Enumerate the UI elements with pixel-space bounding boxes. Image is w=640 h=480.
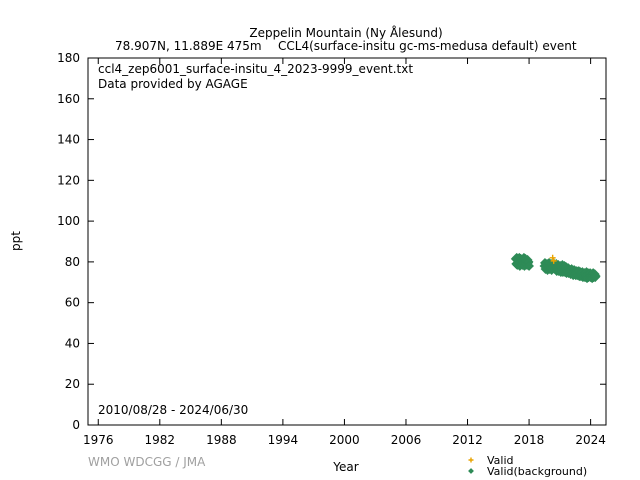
legend-label-background: Valid(background) bbox=[487, 465, 587, 478]
date-range-label: 2010/08/28 - 2024/06/30 bbox=[98, 403, 248, 417]
plot-area bbox=[87, 57, 607, 426]
x-tick-label: 1988 bbox=[206, 433, 237, 447]
y-tick-label: 120 bbox=[57, 173, 80, 187]
x-tick-label: 2012 bbox=[452, 433, 483, 447]
y-tick-label: 0 bbox=[72, 418, 80, 432]
file-label: ccl4_zep6001_surface-insitu_4_2023-9999_… bbox=[98, 62, 413, 76]
legend-marker-valid-shape bbox=[468, 457, 474, 463]
x-tick-label: 2000 bbox=[329, 433, 360, 447]
x-tick-label: 1994 bbox=[268, 433, 299, 447]
x-tick-label: 2018 bbox=[514, 433, 545, 447]
x-axis: 1976 1982 1988 1994 2000 2006 2012 2018 2024 bbox=[83, 58, 606, 447]
watermark: WMO WDCGG / JMA bbox=[88, 455, 206, 469]
data-point-background bbox=[590, 271, 601, 282]
legend-label-valid: Valid bbox=[487, 454, 514, 467]
legend-marker-valid bbox=[468, 457, 474, 463]
y-tick-label: 100 bbox=[57, 214, 80, 228]
y-tick-label: 40 bbox=[65, 336, 80, 350]
y-tick-label: 160 bbox=[57, 92, 80, 106]
data-point-valid bbox=[549, 254, 556, 261]
data-points bbox=[510, 252, 601, 284]
y-axis-label: ppt bbox=[9, 231, 23, 251]
y-tick-label: 180 bbox=[57, 51, 80, 65]
x-axis-label: Year bbox=[332, 460, 358, 474]
y-tick-label: 60 bbox=[65, 296, 80, 310]
x-tick-label: 1982 bbox=[145, 433, 176, 447]
x-tick-label: 2024 bbox=[575, 433, 606, 447]
x-tick-label: 2006 bbox=[391, 433, 422, 447]
y-axis: 0 20 40 60 80 100 120 140 160 180 bbox=[57, 51, 606, 432]
chart-subtitle-location: 78.907N, 11.889E 475m bbox=[115, 39, 262, 53]
legend: Valid Valid(background) bbox=[468, 454, 587, 478]
chart-title: Zeppelin Mountain (Ny Ålesund) bbox=[249, 25, 442, 40]
y-tick-label: 140 bbox=[57, 133, 80, 147]
provider-label: Data provided by AGAGE bbox=[98, 77, 248, 91]
x-tick-label: 1976 bbox=[83, 433, 114, 447]
y-tick-label: 20 bbox=[65, 377, 80, 391]
legend-marker-background bbox=[468, 468, 474, 474]
chart-subtitle-species: CCL4(surface-insitu gc-ms-medusa default… bbox=[278, 39, 577, 53]
data-point-background bbox=[524, 261, 534, 271]
data-point-valid bbox=[550, 257, 557, 264]
legend-marker-background-shape bbox=[468, 468, 474, 474]
y-tick-label: 80 bbox=[65, 255, 80, 269]
